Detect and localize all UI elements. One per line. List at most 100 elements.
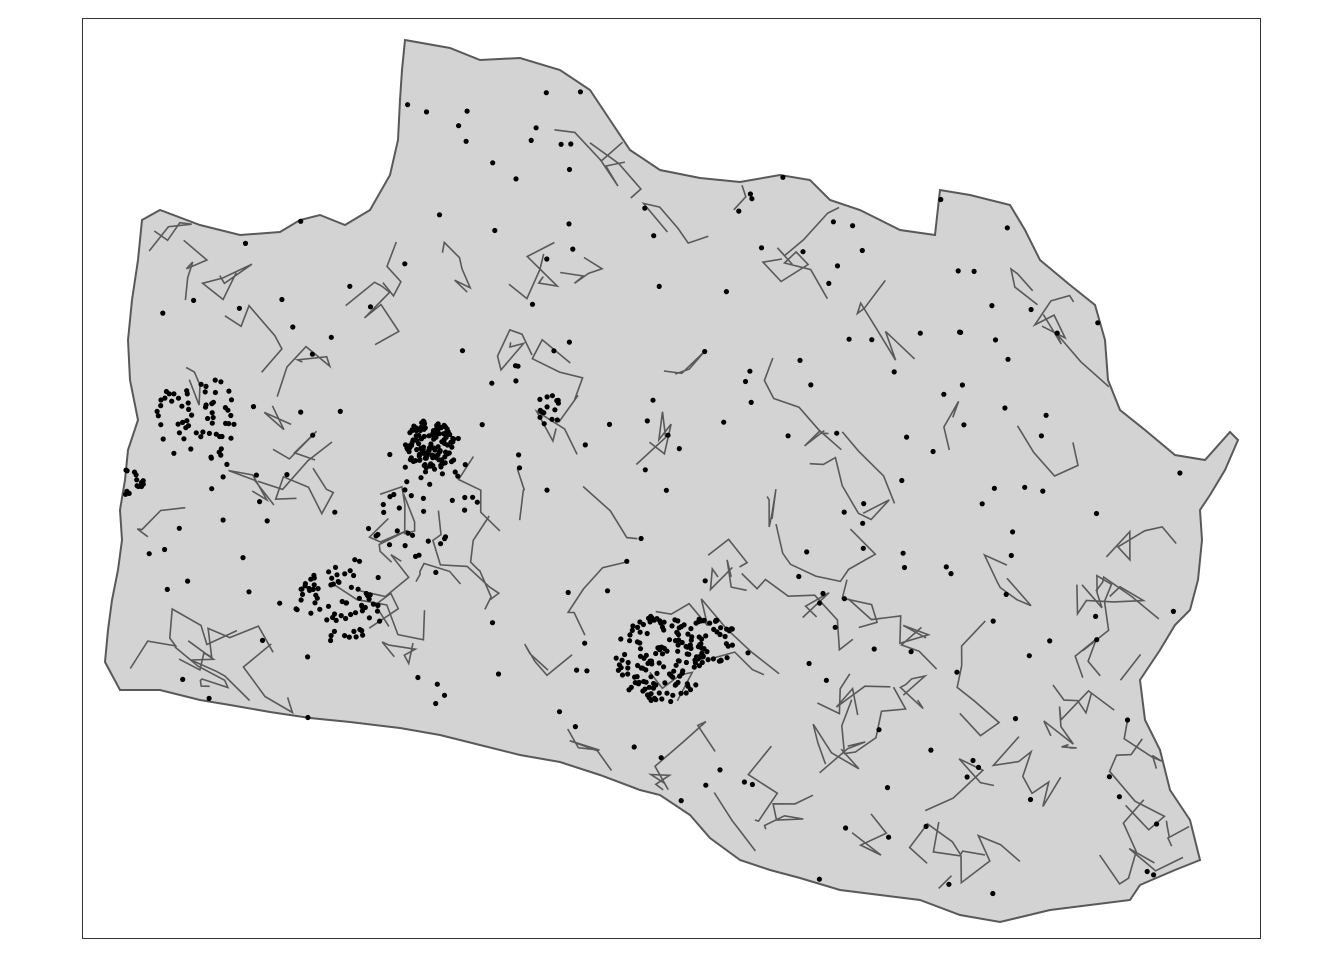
location-point: [627, 638, 633, 644]
location-point: [648, 674, 654, 680]
location-point: [421, 433, 427, 440]
location-point: [626, 687, 632, 693]
location-point: [654, 616, 660, 622]
location-point: [442, 536, 448, 542]
location-point: [549, 416, 555, 422]
location-point: [688, 626, 694, 632]
location-point: [800, 249, 806, 255]
district-boundary: [943, 400, 960, 451]
location-point: [412, 458, 418, 464]
location-point: [678, 798, 684, 804]
location-point: [673, 681, 679, 688]
location-point: [662, 680, 668, 686]
district-boundary: [1081, 574, 1113, 652]
location-point: [310, 432, 316, 438]
district-boundary: [655, 598, 780, 675]
location-point: [668, 698, 674, 705]
location-point: [678, 690, 684, 696]
location-point: [299, 591, 306, 598]
location-point: [413, 553, 419, 560]
location-point: [437, 448, 443, 454]
location-point: [424, 452, 430, 458]
location-point: [876, 727, 882, 733]
location-point: [724, 626, 730, 632]
district-boundary: [1061, 743, 1077, 749]
location-point: [474, 499, 480, 505]
location-point: [342, 633, 348, 639]
location-point: [329, 575, 335, 581]
district-boundary: [1032, 294, 1075, 340]
location-point: [568, 141, 574, 147]
location-point: [309, 351, 315, 357]
district-boundary: [819, 741, 866, 774]
location-point: [298, 597, 304, 603]
district-boundary: [841, 431, 896, 504]
location-point: [644, 630, 650, 637]
location-point: [1038, 433, 1044, 439]
location-point: [653, 650, 659, 657]
district-boundary: [804, 429, 842, 451]
location-point: [1144, 868, 1150, 875]
location-point: [183, 425, 189, 431]
location-point: [210, 414, 216, 421]
location-point: [377, 618, 383, 624]
location-point: [680, 668, 686, 674]
location-point: [433, 569, 439, 576]
location-point: [606, 421, 613, 427]
district-boundary: [847, 598, 931, 645]
location-point: [651, 233, 657, 239]
location-point: [1043, 412, 1049, 418]
location-point: [209, 420, 215, 426]
location-point: [718, 625, 724, 631]
location-point: [964, 774, 970, 780]
location-point: [613, 655, 619, 661]
location-point: [405, 530, 411, 536]
location-point: [492, 227, 498, 234]
location-point: [357, 626, 363, 633]
location-point: [725, 643, 731, 649]
location-point: [1012, 716, 1019, 722]
location-point: [537, 407, 543, 413]
location-point: [672, 617, 678, 623]
district-boundary: [956, 620, 1001, 737]
location-point: [544, 487, 550, 493]
district-boundary: [840, 686, 907, 755]
district-boundary: [508, 253, 545, 300]
location-point: [414, 447, 420, 453]
district-boundary: [589, 142, 643, 199]
location-point: [860, 545, 866, 551]
location-point: [346, 634, 352, 640]
district-boundary: [272, 430, 318, 461]
district-boundary: [431, 510, 501, 601]
location-point: [259, 637, 266, 644]
location-point: [710, 656, 717, 662]
location-point: [406, 449, 412, 455]
district-boundary: [263, 405, 292, 431]
location-point: [745, 650, 751, 656]
location-point: [328, 633, 334, 639]
district-boundary: [554, 129, 624, 163]
location-point: [711, 626, 717, 633]
location-point: [656, 690, 662, 696]
location-point: [642, 686, 648, 692]
district-boundary: [817, 673, 851, 715]
location-point: [512, 363, 519, 369]
location-point: [347, 568, 353, 574]
district-boundary: [1105, 526, 1177, 562]
district-boundary: [835, 685, 891, 716]
location-point: [663, 487, 670, 493]
district-boundary: [1165, 820, 1190, 839]
location-point: [181, 436, 187, 442]
district-boundary: [641, 202, 709, 245]
district-boundary: [635, 411, 672, 466]
location-point: [490, 160, 496, 166]
location-point: [337, 408, 343, 414]
location-point: [673, 662, 679, 668]
district-boundary: [775, 523, 877, 583]
location-point: [459, 348, 466, 354]
location-point: [669, 623, 675, 629]
location-point: [634, 674, 640, 680]
location-point: [645, 660, 651, 667]
location-point: [625, 665, 631, 671]
location-point: [688, 637, 694, 643]
